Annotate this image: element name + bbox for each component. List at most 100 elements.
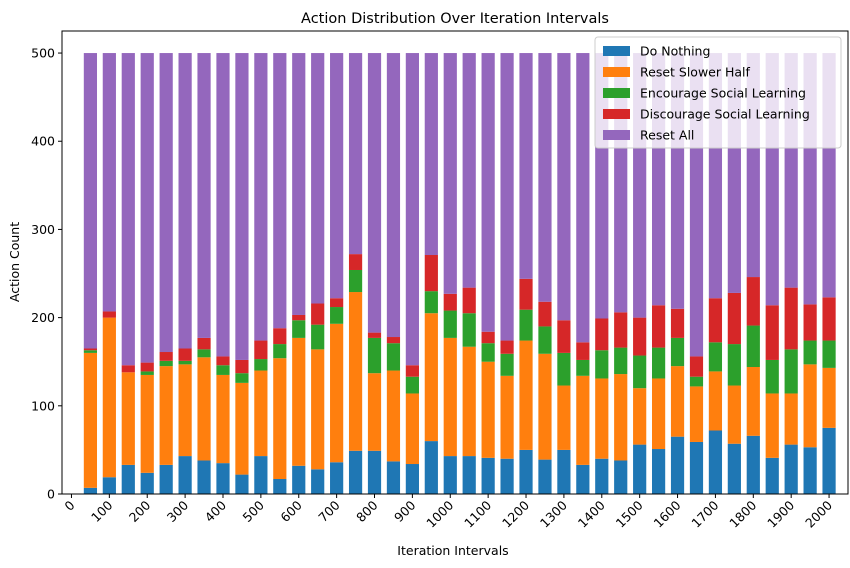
bar-segment-discourage-social-learning-1700 [708,298,723,343]
bar-segment-do-nothing-500 [254,456,268,494]
bar-segment-reset-all-800 [367,53,382,333]
y-tick-label-100: 100 [31,398,55,413]
bar-segment-do-nothing-750 [348,450,363,494]
x-tick-label-1300: 1300 [537,497,570,530]
bar-segment-reset-all-500 [254,53,268,341]
y-tick-label-0: 0 [47,487,55,502]
bar-segment-reset-slower-half-1550 [652,378,666,450]
bar-segment-do-nothing-200 [140,472,154,494]
bar-segment-reset-slower-half-900 [405,393,419,465]
axes-group [61,30,849,495]
bar-segment-discourage-social-learning-700 [330,298,344,308]
bar-segment-reset-slower-half-450 [235,382,249,475]
bar-segment-encourage-social-learning-1150 [500,353,514,376]
x-tick-label-800: 800 [353,497,381,525]
bar-segment-do-nothing-1600 [670,436,685,494]
bar-segment-reset-slower-half-1050 [462,346,476,457]
bar-segment-reset-all-100 [102,53,116,312]
bar-segment-encourage-social-learning-1700 [708,342,723,372]
legend-swatch-encourage-social-learning [603,88,630,98]
bar-segment-discourage-social-learning-900 [405,365,419,377]
bar-segment-do-nothing-1300 [557,449,571,494]
bar-segment-reset-all-1150 [500,53,514,341]
bar-segment-encourage-social-learning-1500 [633,355,647,389]
bar-segment-reset-slower-half-1600 [670,366,685,437]
bar-segment-reset-all-50 [83,53,98,349]
bar-segment-reset-slower-half-1150 [500,375,514,459]
bar-segment-discourage-social-learning-50 [83,348,98,351]
x-axis-label: Iteration Intervals [397,543,508,558]
bar-segment-reset-all-150 [121,53,135,366]
y-axis-label: Action Count [7,222,22,302]
legend-label-reset-all: Reset All [640,128,694,143]
bar-segment-encourage-social-learning-950 [424,291,438,314]
bar-segment-discourage-social-learning-1550 [652,305,666,348]
x-tick-label-1100: 1100 [461,497,494,530]
bar-segment-encourage-social-learning-600 [292,320,306,338]
bar-segment-do-nothing-900 [405,464,419,494]
bar-segment-do-nothing-350 [197,460,211,494]
bar-segment-reset-slower-half-950 [424,313,438,442]
bar-segment-reset-slower-half-750 [348,292,363,451]
plot-frame [61,30,849,495]
bar-segment-discourage-social-learning-800 [367,332,382,338]
bar-segment-do-nothing-400 [216,463,230,494]
bar-segment-discourage-social-learning-1050 [462,287,476,314]
bar-segment-reset-slower-half-1350 [576,375,590,465]
bar-segment-do-nothing-1050 [462,456,476,494]
bar-segment-reset-all-350 [197,53,211,338]
bar-segment-reset-slower-half-500 [254,370,268,457]
bar-segment-discourage-social-learning-650 [311,303,325,325]
x-tick-label-900: 900 [391,497,419,525]
bar-segment-do-nothing-1900 [784,444,798,494]
bar-segment-reset-slower-half-200 [140,374,154,473]
bar-segment-reset-all-850 [386,53,401,338]
bar-segment-discourage-social-learning-350 [197,337,211,350]
bar-segment-reset-slower-half-400 [216,374,230,464]
bar-segment-encourage-social-learning-1100 [481,343,495,362]
bar-segment-reset-slower-half-1300 [557,385,571,450]
bar-segment-do-nothing-1700 [708,430,723,494]
bar-segment-discourage-social-learning-1300 [557,320,571,353]
bar-segment-reset-slower-half-250 [159,366,173,465]
bar-segment-reset-slower-half-1250 [538,353,552,460]
bar-segment-discourage-social-learning-1650 [689,356,704,377]
y-tick-label-300: 300 [31,222,55,237]
bar-segment-encourage-social-learning-1900 [784,349,798,394]
legend-label-discourage-social-learning: Discourage Social Learning [640,107,810,122]
bar-segment-reset-slower-half-1900 [784,393,798,445]
bar-segment-reset-all-900 [405,53,419,366]
x-tick-label-1500: 1500 [613,497,646,530]
bar-segment-do-nothing-1350 [576,464,590,494]
bar-segment-discourage-social-learning-1350 [576,342,590,360]
bar-segment-encourage-social-learning-550 [273,344,287,359]
x-tick-label-500: 500 [240,497,268,525]
bar-segment-encourage-social-learning-250 [159,360,173,367]
y-axis-ticks: 0 100 200 300 400 500 [31,46,62,502]
legend-label-reset-slower-half: Reset Slower Half [640,65,751,80]
x-tick-label-300: 300 [164,497,192,525]
bar-segment-encourage-social-learning-400 [216,365,230,375]
legend-label-do-nothing: Do Nothing [640,44,710,59]
legend-frame [594,36,842,149]
legend-swatch-do-nothing [603,46,630,56]
bar-segment-encourage-social-learning-200 [140,371,154,375]
bar-segment-discourage-social-learning-750 [348,254,363,270]
bar-segment-reset-all-950 [424,53,438,256]
bar-segment-discourage-social-learning-200 [140,362,154,372]
bar-segment-discourage-social-learning-1400 [595,318,609,351]
x-axis-ticks: 0 100 200 300 400 500 600 700 800 900 1000 1100 1200… [61,494,835,531]
bar-segment-reset-slower-half-1700 [708,371,723,431]
bar-segment-do-nothing-1500 [633,444,647,494]
x-tick-label-700: 700 [315,497,343,525]
bar-segment-encourage-social-learning-1050 [462,313,476,347]
bar-segment-reset-all-250 [159,53,173,353]
bar-segment-reset-slower-half-1500 [633,388,647,445]
bar-segment-discourage-social-learning-100 [102,311,116,318]
bar-segment-discourage-social-learning-1850 [765,305,779,360]
bar-segment-discourage-social-learning-150 [121,365,135,373]
bar-segment-do-nothing-1800 [746,435,760,494]
bar-segment-reset-slower-half-700 [330,323,344,463]
bar-segment-encourage-social-learning-1300 [557,352,571,386]
